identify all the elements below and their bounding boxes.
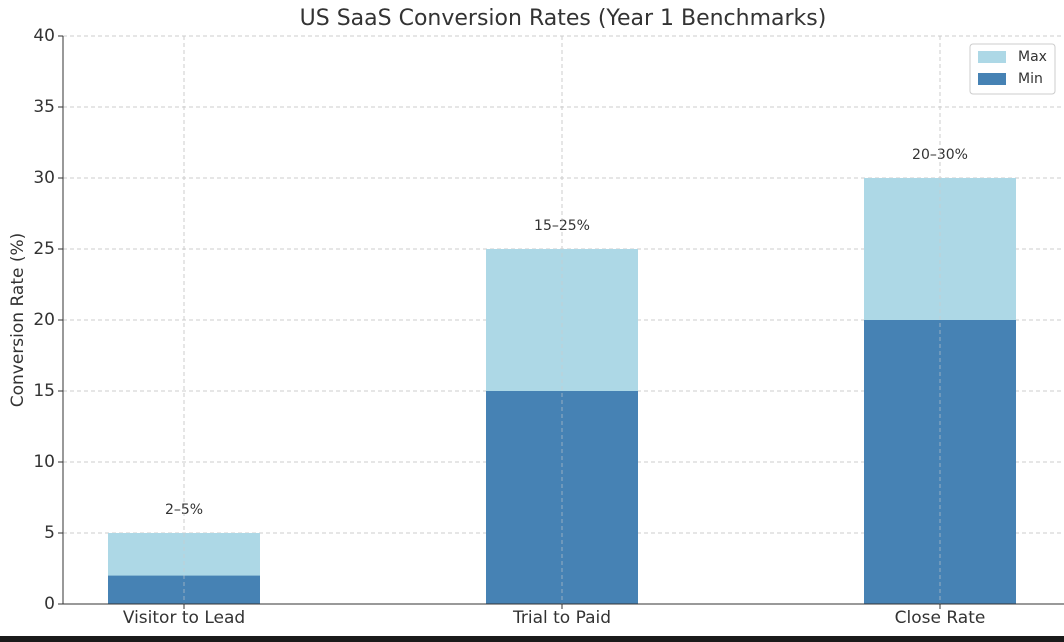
y-tick-label: 15 — [33, 381, 55, 401]
range-label: 2–5% — [165, 502, 203, 518]
y-tick-label: 20 — [33, 310, 55, 330]
y-axis-label: Conversion Rate (%) — [8, 233, 28, 408]
legend-swatch — [978, 51, 1006, 63]
legend-label: Min — [1018, 71, 1043, 87]
legend-swatch — [978, 73, 1006, 85]
y-tick-label: 30 — [33, 168, 55, 188]
y-tick-label: 5 — [44, 523, 55, 543]
x-tick-label: Close Rate — [895, 608, 986, 628]
y-tick-label: 25 — [33, 239, 55, 259]
legend-label: Max — [1018, 49, 1047, 65]
y-tick-label: 0 — [44, 594, 55, 614]
bottom-strip — [0, 636, 1064, 642]
y-tick-label: 10 — [33, 452, 55, 472]
chart-title: US SaaS Conversion Rates (Year 1 Benchma… — [300, 6, 827, 31]
y-tick-label: 40 — [33, 26, 55, 46]
x-tick-label: Visitor to Lead — [123, 608, 245, 628]
plot: 05101520253035402–5%15–25%20–30%Visitor … — [33, 26, 1064, 628]
x-tick-label: Trial to Paid — [512, 608, 611, 628]
y-tick-label: 35 — [33, 97, 55, 117]
